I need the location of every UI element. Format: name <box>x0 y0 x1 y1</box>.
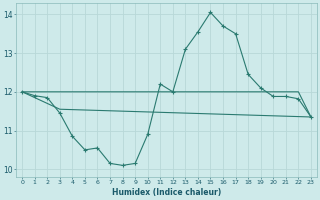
X-axis label: Humidex (Indice chaleur): Humidex (Indice chaleur) <box>112 188 221 197</box>
